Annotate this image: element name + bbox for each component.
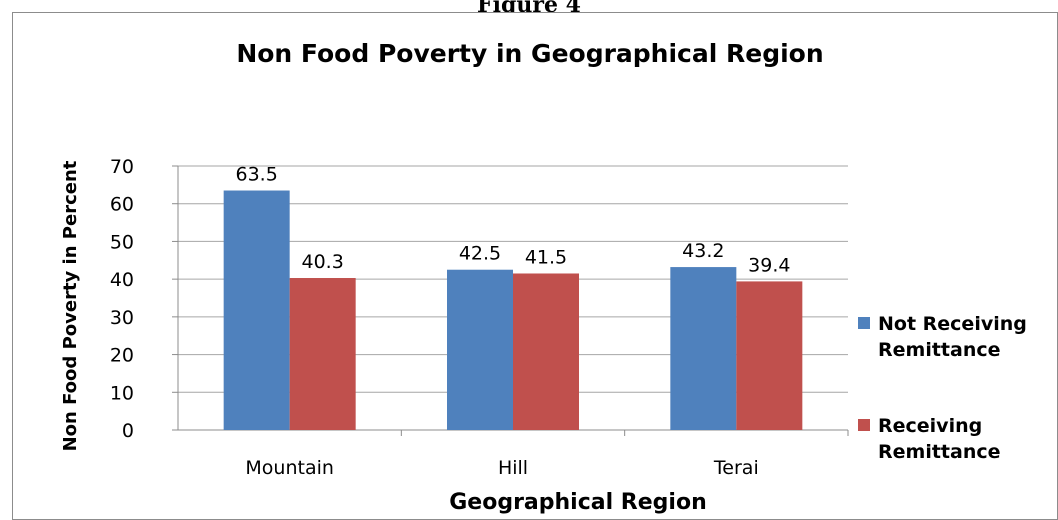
chart-title: Non Food Poverty in Geographical Region (236, 39, 823, 68)
y-tick-label: 0 (122, 420, 134, 442)
data-label: 42.5 (459, 243, 501, 265)
data-label: 63.5 (236, 164, 278, 186)
y-axis-title: Non Food Poverty in Percent (60, 160, 81, 451)
legend-swatch (858, 419, 870, 431)
data-label: 41.5 (525, 246, 567, 268)
data-label: 39.4 (748, 254, 790, 276)
bar (670, 267, 737, 430)
y-tick-label: 10 (110, 382, 134, 404)
y-tick-label: 30 (110, 307, 134, 329)
y-tick-label: 60 (110, 194, 134, 216)
x-tick-label: Mountain (245, 457, 334, 479)
x-axis-title: Geographical Region (449, 490, 707, 515)
y-tick-label: 70 (110, 156, 134, 178)
y-tick-label: 40 (110, 269, 134, 291)
legend-label: Not Receiving Remittance (878, 313, 1027, 361)
bar (513, 273, 579, 430)
x-tick-label: Hill (498, 457, 528, 479)
legend-label: Receiving Remittance (878, 415, 1001, 463)
bar (223, 190, 290, 430)
x-tick-label: Terai (713, 457, 759, 479)
y-tick-label: 50 (110, 231, 134, 253)
y-tick-label: 20 (110, 345, 134, 367)
data-label: 43.2 (682, 240, 724, 262)
bar (289, 278, 356, 430)
legend-swatch (858, 317, 870, 329)
bar (736, 281, 803, 430)
bar (447, 269, 513, 430)
data-label: 40.3 (302, 251, 344, 273)
